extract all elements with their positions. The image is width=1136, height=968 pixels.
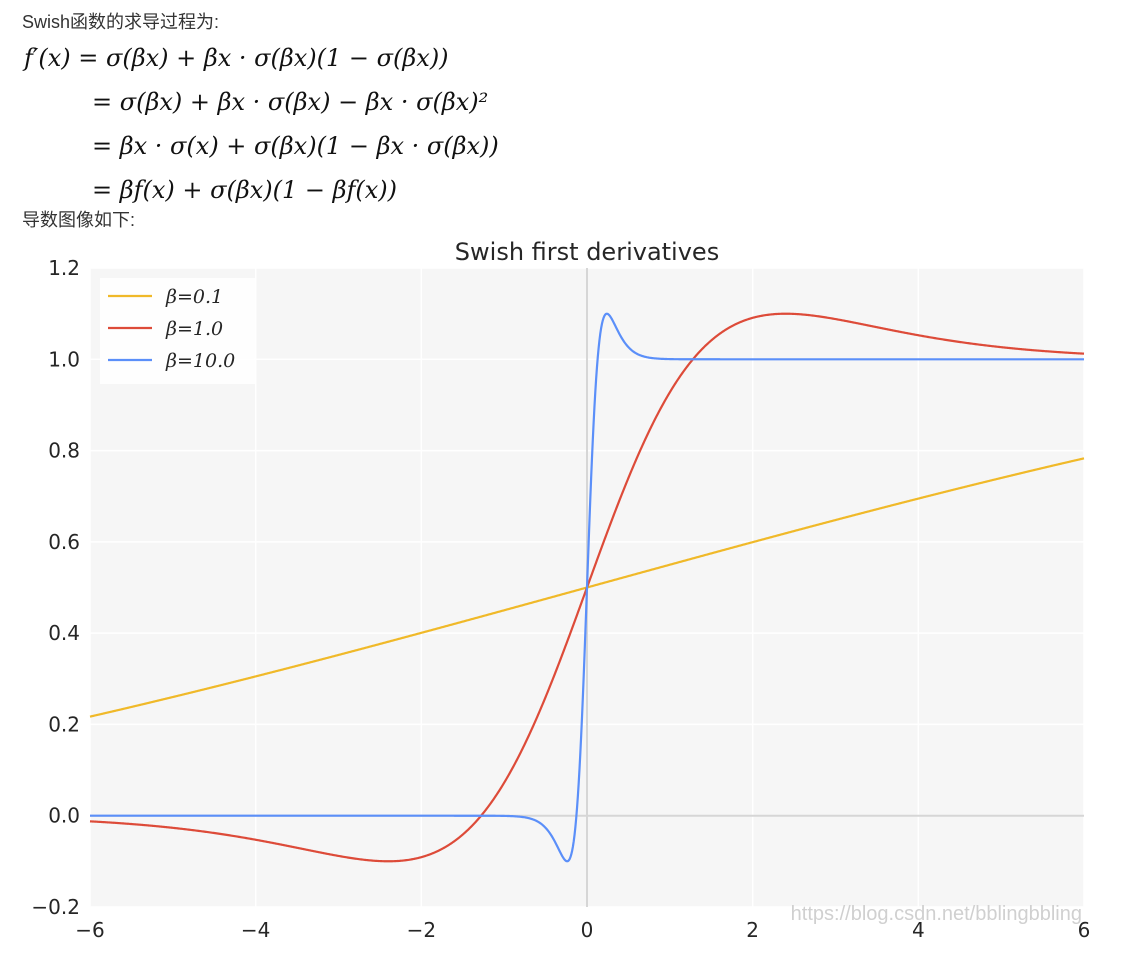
x-tick-label: −2 [407,918,436,942]
formula-line: f′(x) = σ(βx) + βx · σ(βx)(1 − σ(βx)) [24,44,449,72]
y-tick-label: 0.0 [48,804,80,828]
derivative-formula: f′(x) = σ(βx) + βx · σ(βx)(1 − σ(βx)) = … [24,36,499,212]
y-tick-label: 1.0 [48,347,80,371]
x-tick-label: 2 [746,918,759,942]
y-tick-label: 0.4 [48,621,80,645]
x-tick-label: 0 [581,918,594,942]
legend-label: β=0.1 [165,286,223,308]
series-line [90,312,1084,863]
y-tick-label: −0.2 [31,895,80,919]
x-tick-label: −4 [241,918,270,942]
x-tick-label: 6 [1078,918,1091,942]
intro-text: Swish函数的求导过程为: [22,12,220,32]
legend-label: β=10.0 [165,350,235,372]
watermark: https://blog.csdn.net/bblingbbling [791,903,1082,925]
formula-line: = σ(βx) + βx · σ(βx) − βx · σ(βx)² [92,88,489,116]
swish-derivative-chart: Swish first derivatives −6 −4 −2 0 2 4 6 −0.2 0.0… [31,238,1091,942]
formula-line: = βf(x) + σ(βx)(1 − βf(x)) [92,176,398,204]
y-tick-label: 1.2 [48,256,80,280]
y-tick-label: 0.2 [48,712,80,736]
x-tick-label: −6 [75,918,104,942]
formula-line: = βx · σ(x) + σ(βx)(1 − βx · σ(βx)) [92,132,499,160]
legend-label: β=1.0 [165,318,223,340]
x-tick-label: 4 [912,918,925,942]
chart-title: Swish first derivatives [455,238,719,266]
y-tick-label: 0.6 [48,530,80,554]
derivative-caption: 导数图像如下: [22,210,136,230]
y-tick-label: 0.8 [48,439,80,463]
